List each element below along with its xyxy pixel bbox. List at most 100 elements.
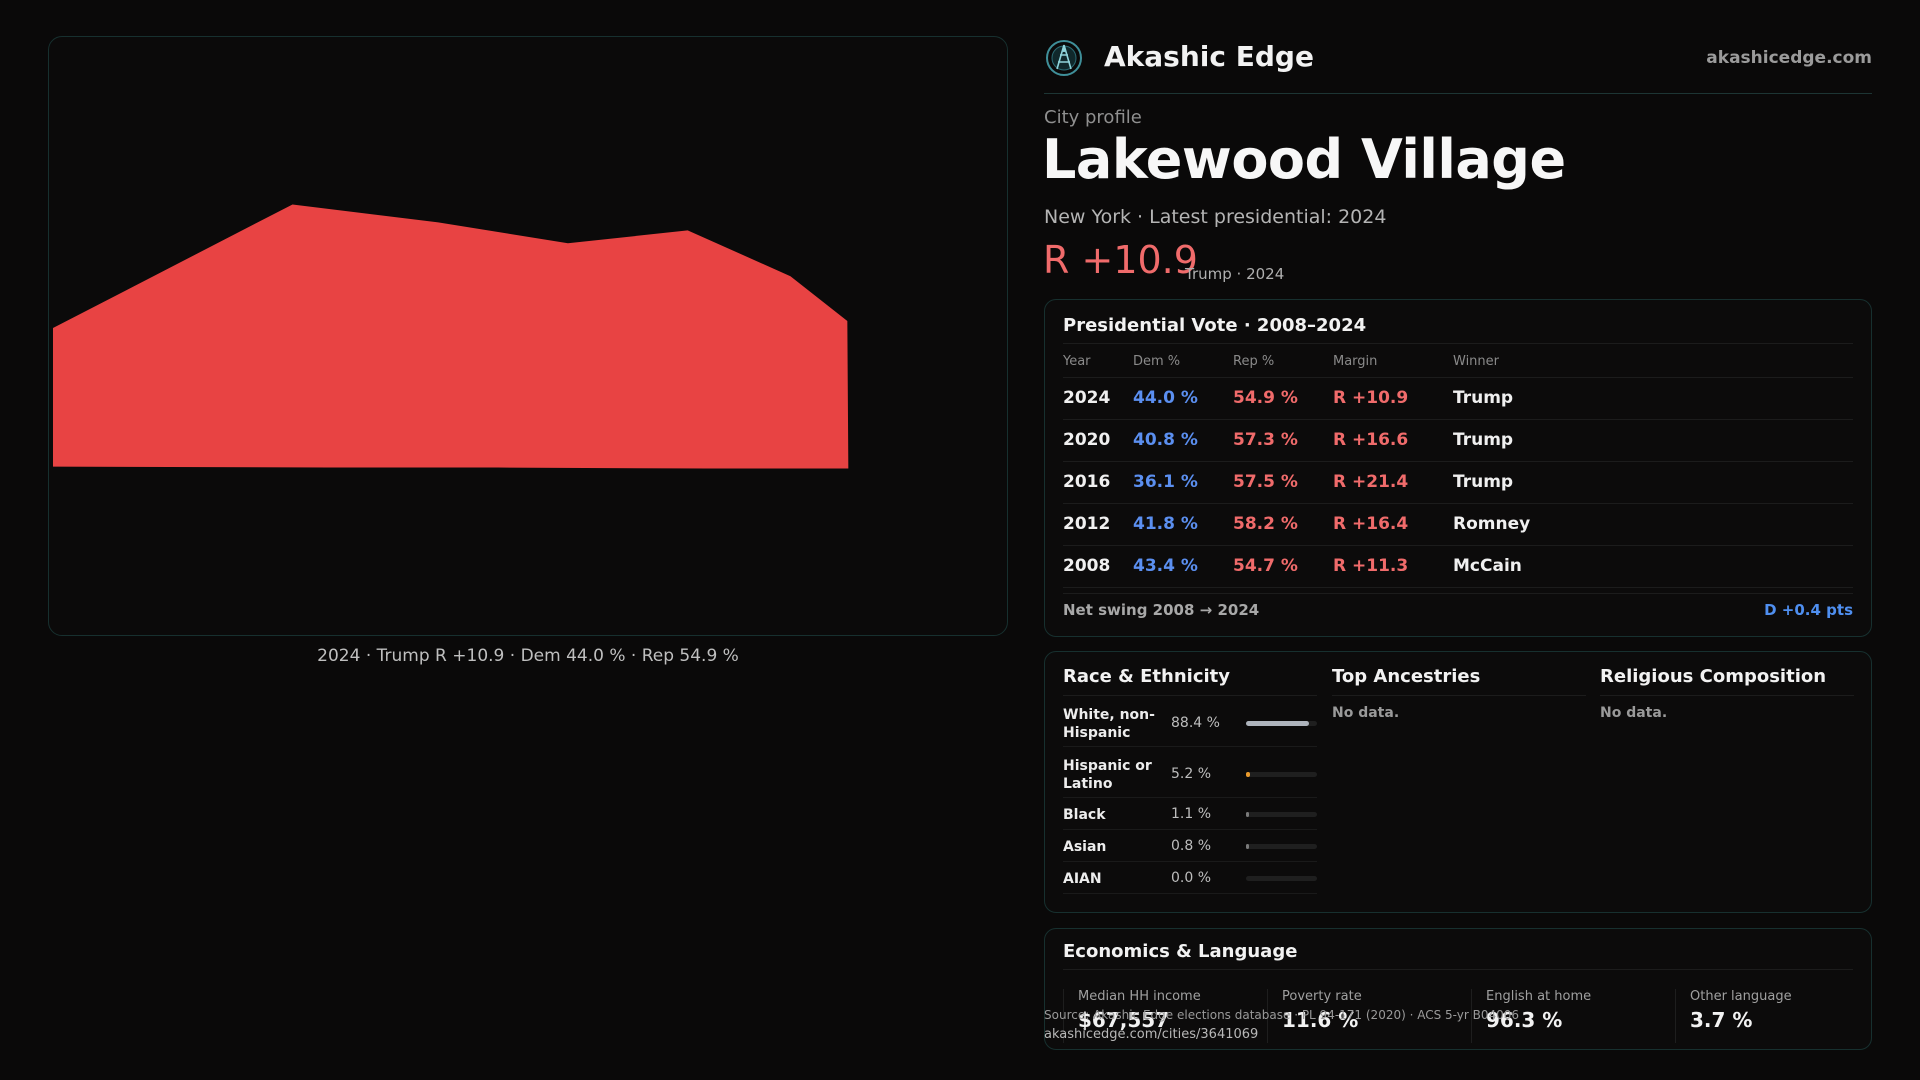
profile-kind: City profile: [1044, 107, 1142, 128]
margin-cell: R +21.4: [1333, 472, 1409, 492]
rep-cell: 57.3 %: [1233, 430, 1298, 450]
race-row: AIAN 0.0 %: [1063, 862, 1317, 894]
race-bar-fill: [1246, 772, 1250, 777]
net-swing-value: D +0.4 pts: [1764, 601, 1853, 619]
divider: [1063, 969, 1853, 970]
race-label: Asian: [1063, 839, 1107, 855]
stat-label: Other language: [1690, 989, 1792, 1004]
table-row: 2020 40.8 % 57.3 % R +16.6 Trump: [1063, 420, 1853, 462]
race-row: Hispanic or Latino 5.2 %: [1063, 747, 1317, 798]
source-note: Source: Akashic Edge elections database …: [1044, 1008, 1520, 1022]
map-panel[interactable]: [48, 36, 1008, 636]
rep-cell: 54.7 %: [1233, 556, 1298, 576]
stat-value: 11.6 %: [1282, 1008, 1359, 1032]
race-bar-fill: [1246, 812, 1249, 817]
stat-other-language: Other language 3.7 %: [1675, 989, 1879, 1043]
stat-value: 96.3 %: [1486, 1008, 1563, 1032]
race-bar-fill: [1246, 844, 1249, 849]
race-ethnicity-section: Race & Ethnicity White, non-Hispanic 88.…: [1063, 666, 1317, 894]
site-url-link[interactable]: akashicedge.com: [1706, 48, 1872, 68]
year-cell: 2024: [1063, 388, 1111, 408]
presidential-vote-card: Presidential Vote · 2008–2024 Year Dem %…: [1044, 299, 1872, 637]
column-header-dem: Dem %: [1133, 354, 1181, 369]
race-label: White, non-Hispanic: [1063, 707, 1155, 741]
race-row: White, non-Hispanic 88.4 %: [1063, 696, 1317, 747]
latest-margin: R +10.9: [1043, 238, 1198, 282]
stat-value: $67,557: [1078, 1008, 1170, 1032]
margin-cell: R +16.6: [1333, 430, 1409, 450]
vote-table: Year Dem % Rep % Margin Winner 2024 44.0…: [1063, 348, 1853, 588]
dem-cell: 41.8 %: [1133, 514, 1198, 534]
religious-composition-section: Religious Composition No data.: [1600, 666, 1854, 721]
race-value: 5.2 %: [1171, 766, 1212, 782]
race-value: 88.4 %: [1171, 715, 1220, 731]
margin-cell: R +11.3: [1333, 556, 1409, 576]
winner-cell: Romney: [1453, 514, 1531, 534]
stat-median-income: Median HH income $67,557: [1063, 989, 1267, 1043]
stat-label: English at home: [1486, 989, 1592, 1004]
rep-cell: 54.9 %: [1233, 388, 1298, 408]
map-svg: [52, 204, 849, 469]
dem-cell: 40.8 %: [1133, 430, 1198, 450]
header: Akashic Edge akashicedge.com: [1044, 34, 1872, 94]
race-value: 0.8 %: [1171, 838, 1212, 854]
dem-cell: 36.1 %: [1133, 472, 1198, 492]
no-data-text: No data.: [1332, 705, 1400, 721]
place-boundary-shape[interactable]: [52, 204, 849, 469]
race-label: Hispanic or Latino: [1063, 758, 1152, 792]
stat-english-at-home: English at home 96.3 %: [1471, 989, 1675, 1043]
divider: [1063, 593, 1853, 594]
race-value: 0.0 %: [1171, 870, 1212, 886]
no-data-text: No data.: [1600, 705, 1668, 721]
stat-poverty-rate: Poverty rate 11.6 %: [1267, 989, 1471, 1043]
column-header-rep: Rep %: [1233, 354, 1275, 369]
compass-globe-icon[interactable]: [1044, 38, 1084, 78]
race-bar-track: [1246, 721, 1317, 726]
footer: Source: Akashic Edge elections database …: [1044, 1005, 1519, 1045]
winner-cell: McCain: [1453, 556, 1522, 576]
map-caption: 2024 · Trump R +10.9 · Dem 44.0 % · Rep …: [317, 646, 739, 666]
race-label: AIAN: [1063, 871, 1102, 887]
section-title: Top Ancestries: [1332, 666, 1586, 696]
economics-language-card: Economics & Language Median HH income $6…: [1044, 928, 1872, 1050]
margin-cell: R +10.9: [1333, 388, 1409, 408]
winner-cell: Trump: [1453, 430, 1514, 450]
section-title: Race & Ethnicity: [1063, 666, 1317, 696]
column-header-year: Year: [1063, 354, 1091, 369]
race-label: Black: [1063, 807, 1106, 823]
brand-name[interactable]: Akashic Edge: [1104, 40, 1314, 73]
table-row: 2012 41.8 % 58.2 % R +16.4 Romney: [1063, 504, 1853, 546]
table-row: 2024 44.0 % 54.9 % R +10.9 Trump: [1063, 378, 1853, 420]
card-title: Economics & Language: [1063, 941, 1298, 962]
column-header-winner: Winner: [1453, 354, 1500, 369]
race-row: Black 1.1 %: [1063, 798, 1317, 830]
divider: [1063, 343, 1853, 344]
table-row: 2008 43.4 % 54.7 % R +11.3 McCain: [1063, 546, 1853, 588]
profile-meta: New York · Latest presidential: 2024: [1044, 206, 1387, 228]
section-title: Religious Composition: [1600, 666, 1854, 696]
stat-label: Median HH income: [1078, 989, 1201, 1004]
rep-cell: 58.2 %: [1233, 514, 1298, 534]
winner-cell: Trump: [1453, 472, 1514, 492]
table-header-row: Year Dem % Rep % Margin Winner: [1063, 348, 1853, 378]
page-url-link[interactable]: akashicedge.com/cities/3641069: [1044, 1027, 1259, 1042]
latest-margin-detail: Trump · 2024: [1185, 265, 1285, 283]
dem-cell: 43.4 %: [1133, 556, 1198, 576]
race-bar-track: [1246, 812, 1317, 817]
stat-value: 3.7 %: [1690, 1008, 1753, 1032]
rep-cell: 57.5 %: [1233, 472, 1298, 492]
net-swing-label: Net swing 2008 → 2024: [1063, 601, 1260, 619]
year-cell: 2012: [1063, 514, 1111, 534]
race-bar-fill: [1246, 721, 1309, 726]
race-row: Asian 0.8 %: [1063, 830, 1317, 862]
card-title: Presidential Vote · 2008–2024: [1063, 315, 1367, 336]
race-value: 1.1 %: [1171, 806, 1212, 822]
demographics-card: Race & Ethnicity White, non-Hispanic 88.…: [1044, 651, 1872, 913]
column-header-margin: Margin: [1333, 354, 1378, 369]
stat-label: Poverty rate: [1282, 989, 1362, 1004]
year-cell: 2016: [1063, 472, 1111, 492]
winner-cell: Trump: [1453, 388, 1514, 408]
race-bar-track: [1246, 844, 1317, 849]
year-cell: 2020: [1063, 430, 1111, 450]
page-title: Lakewood Village: [1042, 128, 1566, 191]
